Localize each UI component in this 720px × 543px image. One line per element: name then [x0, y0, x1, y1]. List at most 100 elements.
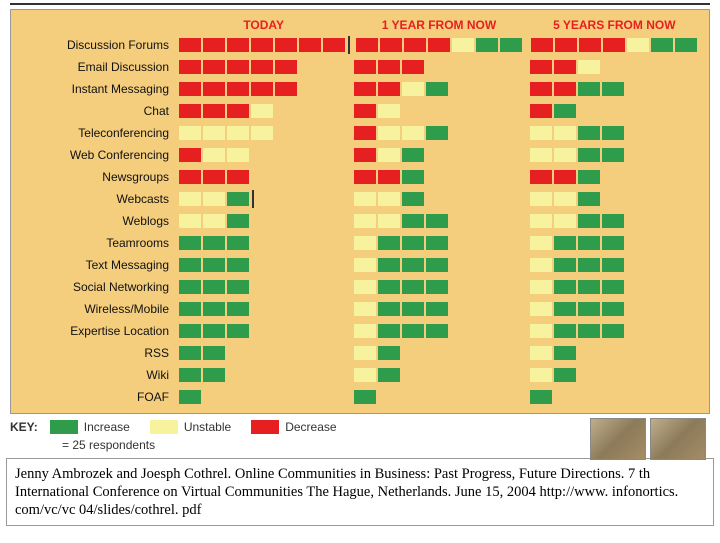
bar-segment: [602, 324, 624, 338]
legend-label-increase: Increase: [84, 420, 130, 434]
bar-segment: [602, 126, 624, 140]
bar-segment: [452, 38, 474, 52]
bar-cell: [354, 210, 523, 232]
bar-segment: [530, 60, 552, 74]
legend-swatch-unstable: [150, 420, 178, 434]
bar-segment: [578, 60, 600, 74]
bar-segment: [426, 302, 448, 316]
bar-segment: [378, 258, 400, 272]
bar-cell: [354, 386, 523, 408]
bar-cell: [179, 100, 348, 122]
bar-cell: [354, 320, 523, 342]
bar-segment: [402, 258, 424, 272]
row-label: Text Messaging: [21, 258, 173, 272]
bar-segment: [530, 324, 552, 338]
row-label: Email Discussion: [21, 60, 173, 74]
bar-segment: [323, 38, 345, 52]
bar-segment: [554, 214, 576, 228]
bar-segment: [554, 368, 576, 382]
bar-cell: [354, 298, 523, 320]
bar-segment: [554, 148, 576, 162]
table-row: Teamrooms: [21, 232, 699, 254]
bar-segment: [356, 38, 378, 52]
table-row: Newsgroups: [21, 166, 699, 188]
bar-segment: [555, 38, 577, 52]
row-label: Social Networking: [21, 280, 173, 294]
bar-segment: [554, 236, 576, 250]
chart-header-row: TODAY 1 YEAR FROM NOW 5 YEARS FROM NOW: [21, 18, 699, 32]
bar-cell: [179, 342, 348, 364]
bar-segment: [227, 236, 249, 250]
bar-segment: [354, 346, 376, 360]
bar-segment: [179, 38, 201, 52]
bar-segment: [578, 302, 600, 316]
bar-segment: [554, 126, 576, 140]
bar-segment: [203, 280, 225, 294]
bar-segment: [531, 38, 553, 52]
bar-cell: [354, 100, 523, 122]
bar-segment: [402, 236, 424, 250]
bar-segment: [227, 82, 249, 96]
bar-cell: [530, 188, 699, 210]
bar-cell: [530, 122, 699, 144]
legend-key-label: KEY:: [10, 420, 38, 434]
bar-segment: [227, 258, 249, 272]
table-row: Email Discussion: [21, 56, 699, 78]
bar-segment: [578, 324, 600, 338]
bar-segment: [554, 60, 576, 74]
bar-segment: [354, 214, 376, 228]
bar-segment: [227, 104, 249, 118]
bar-segment: [402, 214, 424, 228]
bar-segment: [227, 302, 249, 316]
bar-segment: [203, 236, 225, 250]
bar-segment: [402, 302, 424, 316]
row-label: Web Conferencing: [21, 148, 173, 162]
bar-cell: [179, 78, 348, 100]
bar-cell: [179, 56, 348, 78]
bar-segment: [227, 60, 249, 74]
bar-segment: [378, 346, 400, 360]
row-label: Instant Messaging: [21, 82, 173, 96]
chart-rows: Discussion ForumsEmail DiscussionInstant…: [21, 34, 699, 408]
bar-cell: [530, 210, 699, 232]
bar-cell: [530, 386, 699, 408]
bar-cell: [530, 78, 699, 100]
bar-segment: [602, 258, 624, 272]
bar-segment: [530, 170, 552, 184]
table-row: FOAF: [21, 386, 699, 408]
bar-cell: [179, 144, 348, 166]
bar-segment: [203, 214, 225, 228]
bar-segment: [227, 324, 249, 338]
bar-segment: [402, 126, 424, 140]
table-row: Chat: [21, 100, 699, 122]
bar-segment: [426, 126, 448, 140]
bar-segment: [179, 390, 201, 404]
bar-segment: [602, 214, 624, 228]
bar-cell: [356, 34, 525, 56]
bar-segment: [203, 82, 225, 96]
bar-segment: [476, 38, 498, 52]
bar-segment: [554, 170, 576, 184]
row-label: FOAF: [21, 390, 173, 404]
bar-segment: [402, 148, 424, 162]
bar-segment: [426, 280, 448, 294]
bar-segment: [203, 192, 225, 206]
bar-segment: [402, 60, 424, 74]
legend-swatch-decrease: [251, 420, 279, 434]
bar-cell: [530, 144, 699, 166]
bar-segment: [203, 302, 225, 316]
table-row: Text Messaging: [21, 254, 699, 276]
bar-segment: [530, 148, 552, 162]
table-row: Web Conferencing: [21, 144, 699, 166]
bar-segment: [578, 192, 600, 206]
table-row: Social Networking: [21, 276, 699, 298]
bar-segment: [354, 280, 376, 294]
row-label: Teamrooms: [21, 236, 173, 250]
bar-cell: [530, 166, 699, 188]
bar-segment: [179, 302, 201, 316]
bar-segment: [378, 192, 400, 206]
bar-segment: [179, 60, 201, 74]
tick-mark: [252, 190, 254, 208]
table-row: Webcasts: [21, 188, 699, 210]
bar-cell: [354, 166, 523, 188]
